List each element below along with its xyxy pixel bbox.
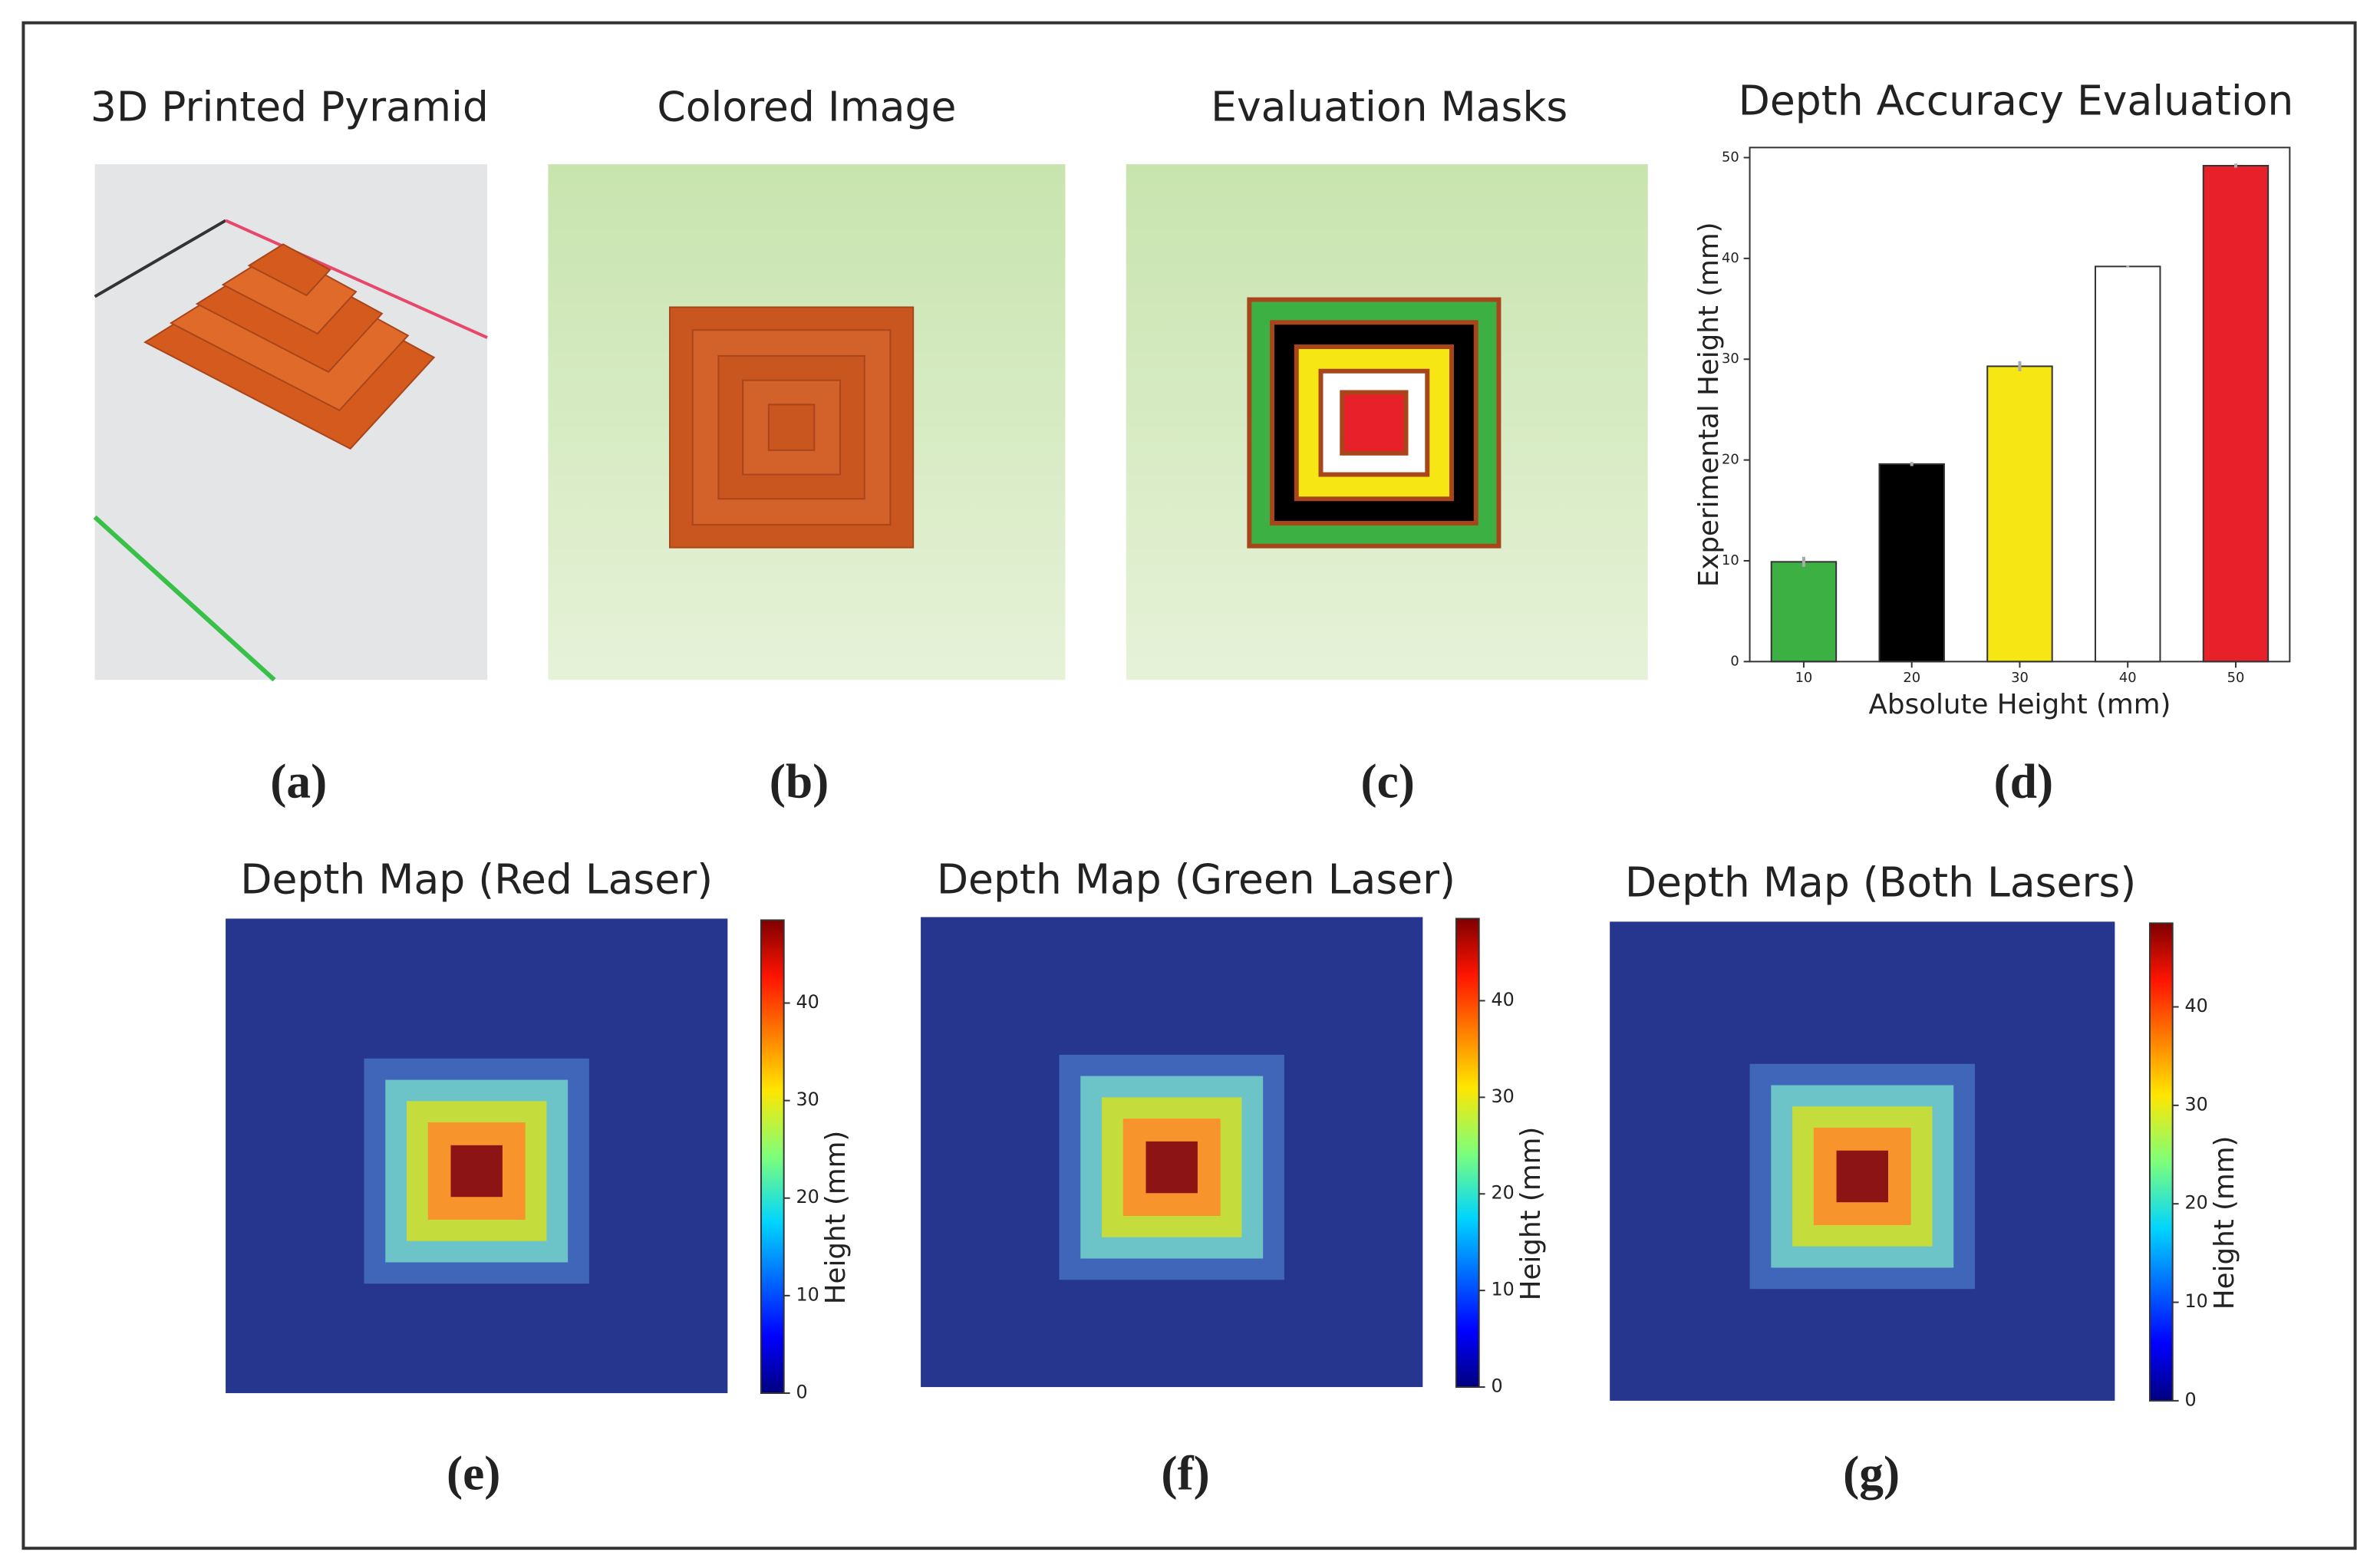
panel-label: (f) xyxy=(1161,1446,1209,1501)
bar xyxy=(2094,265,2161,663)
pyramid-step xyxy=(247,243,331,297)
y-tick-label: 40 xyxy=(1722,250,1739,266)
panel-label: (c) xyxy=(1361,754,1415,809)
laser-line xyxy=(94,219,227,298)
bar xyxy=(1878,463,1945,663)
pyramid-step xyxy=(742,379,842,476)
y-tick-label: 30 xyxy=(1722,351,1739,367)
colorbar-tick-label: 20 xyxy=(2185,1192,2208,1214)
colorbar-tick-label: 40 xyxy=(1492,989,1515,1010)
panel-label: (e) xyxy=(447,1446,500,1501)
panel-title: Depth Accuracy Evaluation xyxy=(1739,76,2294,124)
laser-line xyxy=(93,515,276,682)
x-tick-label: 30 xyxy=(2011,670,2029,686)
photo-bg xyxy=(94,164,488,680)
y-tick-label: 50 xyxy=(1722,149,1739,165)
colorbar-tick-label: 0 xyxy=(1492,1376,1503,1397)
colorbar-tick-label: 10 xyxy=(1492,1279,1515,1300)
panel-title: 3D Printed Pyramid xyxy=(91,82,489,130)
y-axis-label: Experimental Height (mm) xyxy=(1693,222,1725,587)
panel-label: (b) xyxy=(770,754,829,809)
panel-label: (a) xyxy=(270,754,327,809)
colorbar-tick-label: 10 xyxy=(796,1283,819,1305)
y-tick-label: 10 xyxy=(1722,552,1739,568)
bar xyxy=(1986,365,2053,663)
plot-frame xyxy=(1749,147,2291,663)
x-tick-label: 50 xyxy=(2227,670,2245,686)
panel-title: Depth Map (Both Lasers) xyxy=(1625,858,2136,906)
panel-title: Colored Image xyxy=(657,82,956,130)
depth-step xyxy=(1836,1150,1888,1203)
colorbar xyxy=(1455,918,1480,1389)
colorbar-label: Height (mm) xyxy=(1515,1127,1547,1301)
colorbar-tick-label: 40 xyxy=(796,991,819,1013)
panel-label: (d) xyxy=(1994,754,2054,809)
colorbar-tick-label: 0 xyxy=(796,1381,808,1402)
depth-step xyxy=(450,1145,503,1198)
colorbar-tick-label: 10 xyxy=(2185,1290,2208,1312)
bar xyxy=(1770,561,1838,663)
panel-title: Depth Map (Green Laser) xyxy=(937,855,1455,903)
colorbar-tick-label: 0 xyxy=(2185,1389,2197,1410)
colorbar-label: Height (mm) xyxy=(820,1131,852,1305)
mask-region xyxy=(1340,390,1409,456)
x-tick-label: 20 xyxy=(1903,670,1920,686)
laser-line xyxy=(225,219,488,339)
pyramid-step xyxy=(767,404,816,451)
colorbar-tick-label: 20 xyxy=(1492,1182,1515,1204)
x-axis-label: Absolute Height (mm) xyxy=(1869,689,2171,720)
colorbar-tick-label: 20 xyxy=(796,1186,819,1208)
bar xyxy=(2202,164,2270,663)
panel-label: (g) xyxy=(1843,1446,1900,1501)
depth-step xyxy=(1145,1141,1198,1194)
colorbar-tick-label: 30 xyxy=(2185,1093,2208,1115)
y-tick-label: 0 xyxy=(1730,653,1739,669)
panel-title: Depth Map (Red Laser) xyxy=(240,855,713,903)
colorbar-tick-label: 30 xyxy=(796,1089,819,1110)
x-tick-label: 10 xyxy=(1795,670,1813,686)
colorbar xyxy=(760,919,785,1394)
frame xyxy=(21,21,2357,1550)
panel-title: Evaluation Masks xyxy=(1211,82,1567,130)
colorbar xyxy=(2148,922,2174,1402)
colorbar-tick-label: 40 xyxy=(2185,995,2208,1016)
colorbar-label: Height (mm) xyxy=(2209,1136,2240,1310)
colorbar-tick-label: 30 xyxy=(1492,1086,1515,1107)
y-tick-label: 20 xyxy=(1722,452,1739,468)
x-tick-label: 40 xyxy=(2119,670,2137,686)
